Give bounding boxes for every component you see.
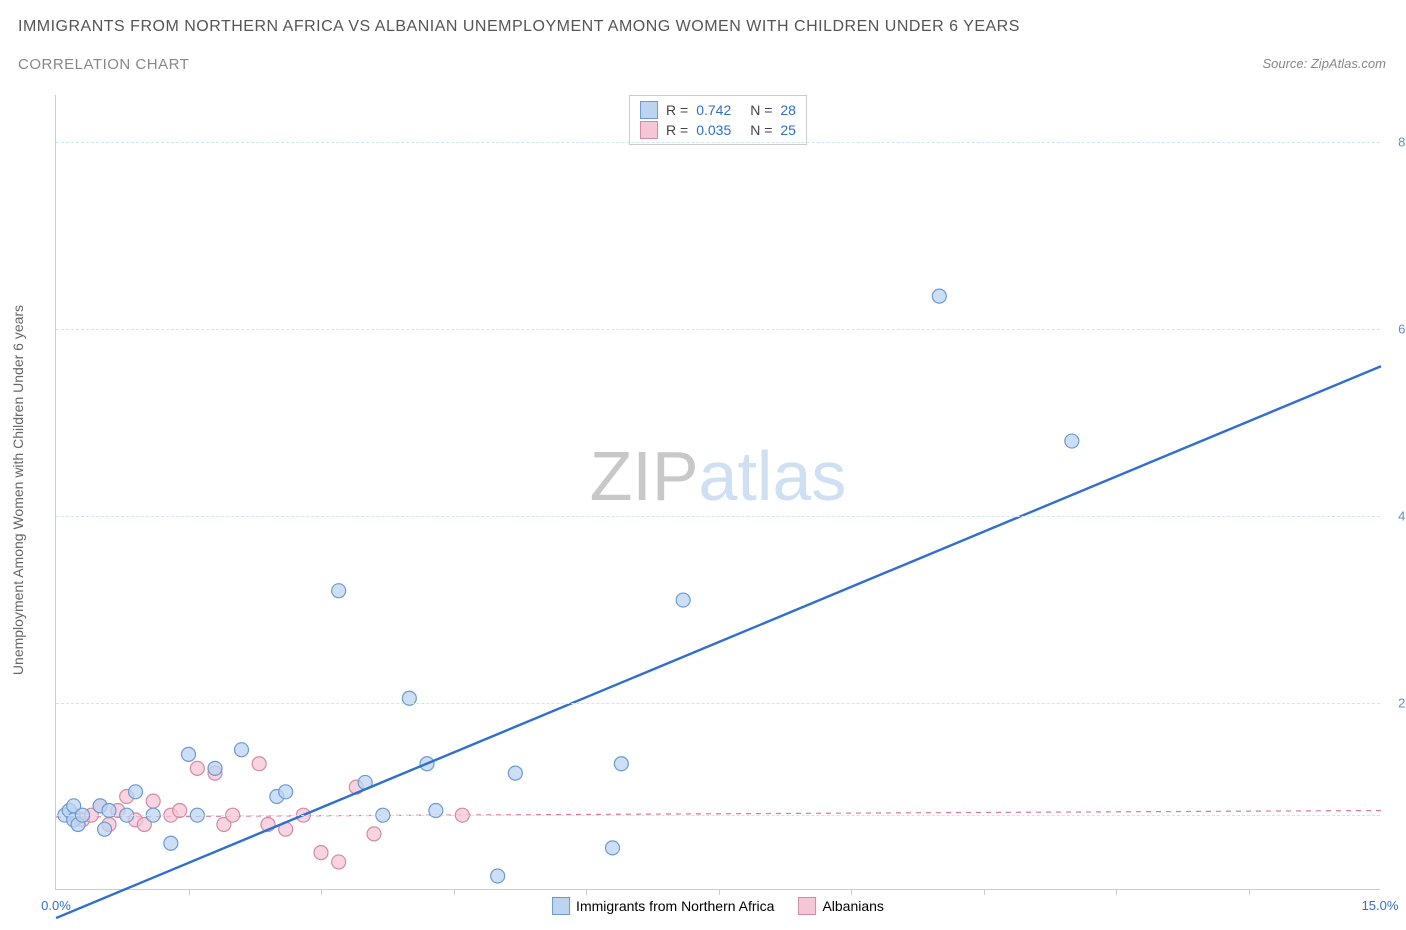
point-a (235, 743, 249, 757)
point-b (146, 794, 160, 808)
point-a (332, 584, 346, 598)
point-a (614, 757, 628, 771)
source-citation: Source: ZipAtlas.com (1262, 56, 1386, 71)
point-b (252, 757, 266, 771)
plot-area: ZIPatlas R = 0.742 N = 28 R = 0.035 N = … (55, 95, 1380, 890)
swatch-series-a-bottom (552, 897, 570, 915)
point-b (332, 855, 346, 869)
chart-svg (56, 95, 1380, 889)
point-a (676, 593, 690, 607)
x-tick (984, 889, 985, 895)
point-a (606, 841, 620, 855)
trendline-a (56, 366, 1381, 918)
point-a (932, 289, 946, 303)
x-tick (321, 889, 322, 895)
chart-title: IMMIGRANTS FROM NORTHERN AFRICA VS ALBAN… (18, 18, 1020, 36)
x-axis-max-label: 15.0% (1362, 898, 1399, 913)
legend-label-a: Immigrants from Northern Africa (576, 898, 774, 914)
swatch-series-b-bottom (798, 897, 816, 915)
x-tick (1116, 889, 1117, 895)
gridline (56, 142, 1380, 143)
point-b (367, 827, 381, 841)
y-tick-label: 20.0% (1385, 695, 1406, 710)
point-a (129, 785, 143, 799)
point-a (182, 747, 196, 761)
legend-item-b: Albanians (798, 897, 884, 915)
gridline (56, 703, 1380, 704)
point-a (98, 822, 112, 836)
source-name: ZipAtlas.com (1311, 56, 1386, 71)
point-a (164, 836, 178, 850)
point-a (491, 869, 505, 883)
x-tick (851, 889, 852, 895)
legend-bottom: Immigrants from Northern Africa Albanian… (552, 897, 884, 915)
x-axis-min-label: 0.0% (41, 898, 71, 913)
gridline (56, 516, 1380, 517)
point-a (508, 766, 522, 780)
legend-label-b: Albanians (822, 898, 884, 914)
y-tick-label: 80.0% (1385, 134, 1406, 149)
gridline (56, 329, 1380, 330)
x-tick (719, 889, 720, 895)
point-a (1065, 434, 1079, 448)
x-tick (586, 889, 587, 895)
x-tick (454, 889, 455, 895)
gridline-pink (56, 815, 1380, 816)
point-a (279, 785, 293, 799)
y-tick-label: 40.0% (1385, 508, 1406, 523)
y-tick-label: 60.0% (1385, 321, 1406, 336)
point-a (208, 761, 222, 775)
chart-container: IMMIGRANTS FROM NORTHERN AFRICA VS ALBAN… (0, 0, 1406, 930)
y-axis-label: Unemployment Among Women with Children U… (10, 305, 26, 675)
legend-item-a: Immigrants from Northern Africa (552, 897, 774, 915)
x-tick (189, 889, 190, 895)
point-b (314, 846, 328, 860)
x-tick (1249, 889, 1250, 895)
source-prefix: Source: (1262, 56, 1310, 71)
chart-subtitle: CORRELATION CHART (18, 56, 189, 73)
point-b (190, 761, 204, 775)
